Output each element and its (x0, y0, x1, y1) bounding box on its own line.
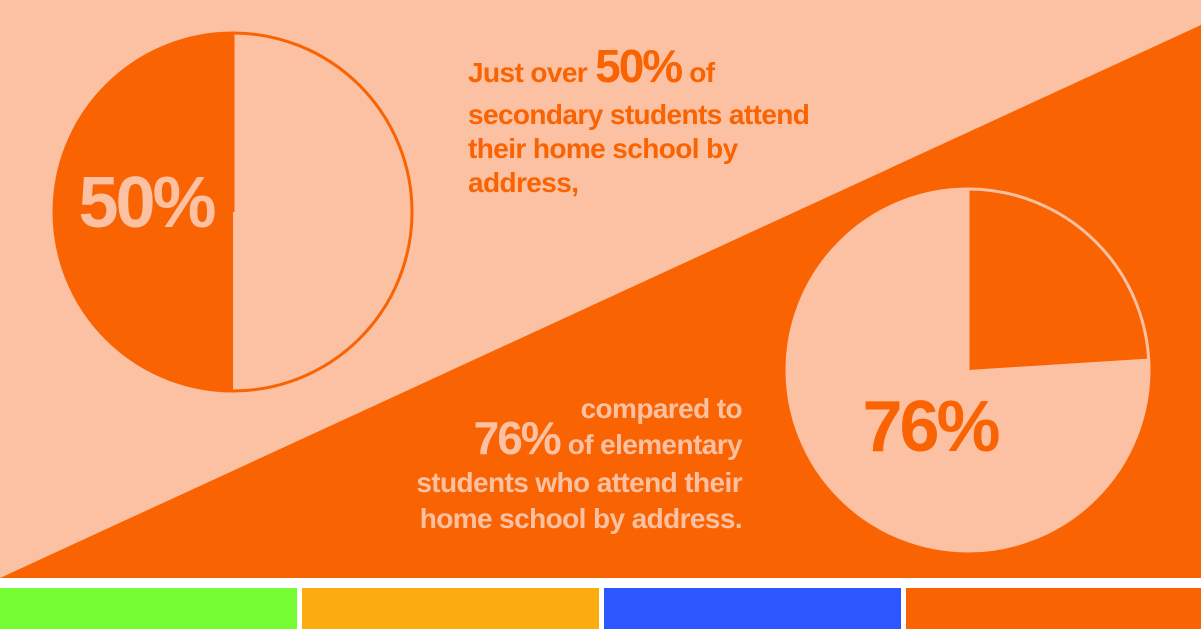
caption-line: their home school by (468, 133, 739, 164)
caption-text: Just over (468, 57, 588, 88)
footer-bar (302, 588, 599, 629)
pie-slice (968, 189, 1149, 370)
caption-text: their home school by (468, 133, 739, 164)
caption-line: students who attend their (416, 467, 742, 498)
caption-line: secondary students attend (468, 99, 809, 130)
caption-highlight: 76% (474, 412, 561, 464)
caption-highlight: 50% (595, 40, 682, 92)
caption-line: compared to (581, 393, 743, 424)
caption-text: of (689, 57, 716, 88)
caption-text: home school by address. (420, 503, 742, 534)
caption-line: address, (468, 167, 578, 198)
footer-bar (906, 588, 1201, 629)
caption-text: of elementary (568, 429, 743, 460)
pie-value-label: 50% (78, 163, 215, 243)
caption-text: secondary students attend (468, 99, 809, 130)
pie-slice (54, 33, 234, 391)
caption-text: students who attend their (416, 467, 742, 498)
caption-text: address, (468, 167, 578, 198)
caption-line: home school by address. (420, 503, 742, 534)
footer-bar (0, 588, 297, 629)
caption-line: 76% of elementary (474, 412, 743, 464)
pie-value-label: 76% (862, 387, 999, 467)
caption-line: Just over 50% of (468, 40, 716, 92)
footer-bar (604, 588, 901, 629)
pie-slice (233, 33, 412, 391)
caption-text: compared to (581, 393, 743, 424)
